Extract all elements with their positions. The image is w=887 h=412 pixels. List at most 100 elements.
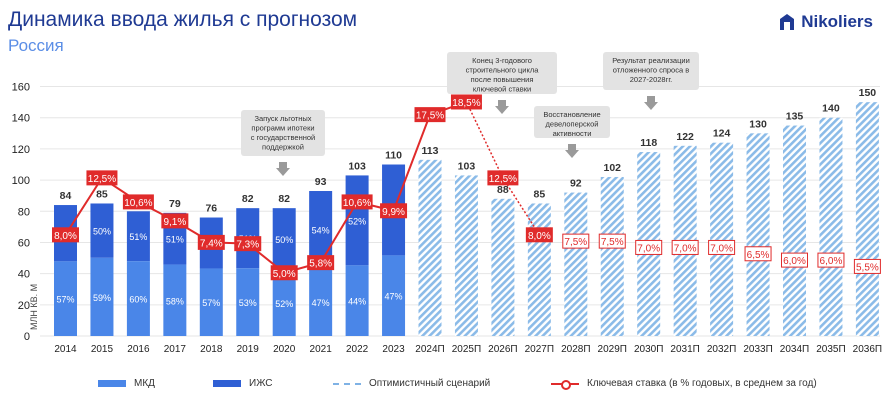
page-title: Динамика ввода жилья с прогнозом	[8, 8, 358, 31]
rate-label: 10,6%	[124, 198, 152, 209]
legend-item-izhs: ИЖС	[213, 378, 273, 389]
y-tick-label: 40	[18, 269, 30, 281]
rate-label: 12,5%	[88, 174, 116, 185]
bar-forecast	[783, 125, 806, 336]
rate-point	[52, 227, 79, 243]
rate-point	[853, 258, 881, 274]
bar-izhs-share-label: 52%	[348, 216, 366, 226]
annotation-box	[241, 110, 325, 156]
legend-label-mkd: МКД	[134, 378, 155, 389]
annotation-box	[534, 106, 610, 138]
bar-forecast	[819, 117, 843, 337]
rate-point	[635, 239, 663, 255]
rate-label: 5,8%	[309, 259, 332, 270]
bar-izhs-share-label: 50%	[275, 235, 293, 245]
bar-forecast	[746, 133, 770, 336]
legend-swatch-izhs	[213, 380, 241, 387]
bar-izhs	[309, 191, 333, 268]
bar-total-label: 118	[640, 137, 657, 149]
rate-label: 8,0%	[528, 231, 551, 242]
annotation-text-line: Результат реализации	[612, 56, 690, 65]
bar-total-label: 76	[205, 203, 217, 215]
y-tick-label: 100	[12, 175, 30, 187]
annotation-text-line: Конец 3-годового	[472, 56, 532, 65]
x-tick-label: 2029П	[598, 344, 627, 355]
rate-point	[270, 265, 298, 281]
y-axis-label: МЛН КВ. М	[29, 284, 39, 330]
rate-label: 5,5%	[856, 262, 879, 273]
y-tick-label: 20	[18, 300, 30, 312]
bar-mkd-share-label: 57%	[56, 295, 74, 305]
logo-icon	[780, 14, 795, 30]
x-tick-label: 2031П	[670, 344, 699, 355]
bar-izhs-share-label: 51%	[129, 232, 147, 242]
rate-point	[487, 170, 519, 186]
rate-point	[781, 252, 808, 268]
x-tick-label: 2035П	[816, 344, 845, 355]
x-tick-label: 2034П	[780, 344, 809, 355]
rate-label: 7,5%	[601, 237, 624, 248]
bar-total-label: 124	[713, 128, 731, 140]
x-tick-label: 2023	[382, 344, 405, 355]
page-subtitle: Россия	[8, 36, 64, 55]
bar-mkd-share-label: 58%	[166, 296, 184, 306]
x-tick-label: 2020	[273, 344, 296, 355]
x-tick-label: 2027П	[525, 344, 554, 355]
rate-point	[307, 255, 335, 271]
bar-total-label: 122	[676, 131, 694, 143]
legend-item-optimistic: Оптимистичный сценарий	[333, 378, 490, 389]
x-tick-label: 2026П	[488, 344, 517, 355]
annotation-text-line: активности	[553, 129, 592, 138]
rate-label: 17,5%	[416, 111, 444, 122]
bar-mkd-share-label: 57%	[202, 298, 220, 308]
bar-mkd	[345, 265, 369, 336]
rate-point	[671, 239, 699, 255]
bar-mkd	[236, 268, 260, 336]
chart-canvas: МЛН КВ. М 0 20 40 60 80 100 120 140 160 57% 84 201…	[12, 52, 882, 355]
bar-total-label: 130	[749, 118, 767, 130]
bar-izhs-share-label: 50%	[93, 227, 111, 237]
bar-forecast	[491, 198, 515, 336]
bar-mkd	[163, 264, 187, 336]
annotation-text-line: отложенного спроса в	[613, 66, 689, 75]
annotation-text-line: девелоперской	[546, 120, 599, 129]
bar-total-label: 93	[315, 176, 327, 188]
annotation-text-line: строительного цикла	[466, 66, 540, 75]
legend-swatch-optimistic	[333, 382, 361, 385]
bar-izhs-share-label: 51%	[166, 235, 184, 245]
bar-total-label: 150	[859, 87, 877, 99]
bar-izhs	[272, 208, 296, 270]
bar-total-label: 135	[786, 111, 804, 123]
legend-swatch-mkd	[98, 380, 126, 387]
rate-point	[414, 107, 446, 123]
annotation-text-line: с государственной	[251, 133, 315, 142]
rate-point	[598, 233, 626, 249]
logo-text: Nikoliers	[801, 12, 873, 31]
rate-label: 18,5%	[452, 98, 480, 109]
bar-mkd	[199, 268, 223, 336]
rate-point	[380, 203, 408, 219]
y-tick-label: 80	[18, 206, 30, 218]
bar-total-label: 85	[534, 188, 546, 200]
rate-point	[708, 239, 736, 255]
bar-mkd-share-label: 47%	[385, 292, 403, 302]
x-tick-label: 2033П	[743, 344, 772, 355]
bar-total-label: 113	[422, 145, 439, 157]
bar-mkd	[126, 261, 150, 336]
x-tick-label: 2032П	[707, 344, 736, 355]
rate-point	[197, 234, 225, 250]
x-tick-label: 2018	[200, 344, 223, 355]
annotation-text: Результат реализации отложенного спроса в…	[612, 56, 690, 84]
annotation-arrow	[644, 96, 658, 110]
x-tick-label: 2017	[164, 344, 187, 355]
y-tick-label: 140	[12, 113, 30, 125]
y-tick-label: 60	[18, 237, 30, 249]
annotation-text-line: программ ипотеки	[251, 124, 314, 133]
y-tick-label: 0	[24, 331, 30, 343]
bar-mkd-share-label: 59%	[93, 293, 111, 303]
x-tick-label: 2015	[91, 344, 114, 355]
rate-point	[234, 236, 262, 252]
annotation-arrow	[276, 162, 290, 176]
rate-point	[817, 252, 845, 268]
